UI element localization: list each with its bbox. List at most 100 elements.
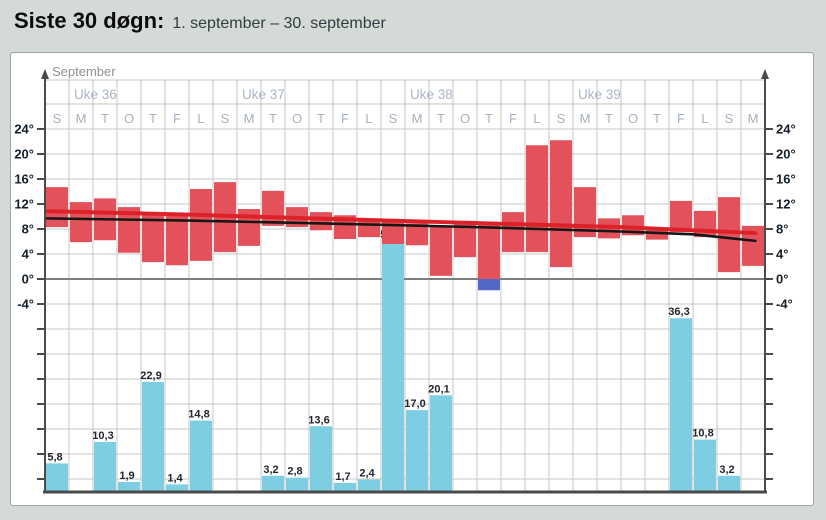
temp-range-bar — [142, 215, 164, 263]
temp-range-bar — [70, 202, 92, 243]
precip-value-label: 22,9 — [140, 370, 161, 382]
right-axis-arrow-icon — [761, 69, 769, 79]
precip-bar — [334, 482, 356, 491]
precip-value-label: 20,1 — [428, 383, 449, 395]
day-letter: L — [533, 111, 540, 126]
precip-bar — [718, 475, 740, 491]
precip-value-label: 2,4 — [359, 468, 375, 480]
precip-bar — [190, 420, 212, 491]
temp-range-bar — [742, 225, 764, 266]
precip-bar — [142, 381, 164, 491]
day-letter: T — [101, 111, 109, 126]
precip-bar — [94, 441, 116, 491]
day-letter: M — [580, 111, 591, 126]
y-axis-label-right: -4° — [776, 297, 793, 312]
red-trend-line — [44, 209, 758, 236]
precip-value-label: 10,8 — [692, 428, 713, 440]
precip-bar — [694, 439, 716, 491]
black-trend-line — [44, 217, 757, 243]
y-axis-label-right: 4° — [776, 247, 788, 262]
precip-bar — [118, 481, 140, 491]
day-letter: M — [76, 111, 87, 126]
day-letter: T — [437, 111, 445, 126]
day-letter: S — [725, 111, 734, 126]
temp-range-bar — [694, 210, 716, 238]
y-axis-label-left: -4° — [17, 297, 34, 312]
precip-value-label: 3,2 — [719, 464, 734, 476]
day-letter: F — [677, 111, 685, 126]
day-letter: T — [269, 111, 277, 126]
day-letter: L — [701, 111, 708, 126]
y-axis-label-right: 20° — [776, 147, 796, 162]
day-letter: T — [317, 111, 325, 126]
day-letter: F — [341, 111, 349, 126]
temp-range-bar — [718, 197, 740, 273]
day-letter: O — [124, 111, 134, 126]
temp-range-bar — [502, 212, 524, 253]
left-axis-arrow-icon — [41, 69, 49, 79]
day-letter: S — [389, 111, 398, 126]
day-letter: S — [557, 111, 566, 126]
y-axis-label-right: 0° — [776, 272, 788, 287]
precip-bar — [670, 318, 692, 491]
precip-bar — [166, 484, 188, 491]
day-letter: T — [605, 111, 613, 126]
week-label: Uke 38 — [410, 87, 453, 102]
day-letter: L — [197, 111, 204, 126]
temp-range-bar — [430, 225, 452, 276]
precip-bar — [310, 426, 332, 491]
precip-value-label: 14,8 — [188, 409, 209, 421]
below-zero-bar — [478, 279, 500, 291]
y-axis-label-right: 12° — [776, 197, 796, 212]
day-letter: F — [509, 111, 517, 126]
day-letter: S — [221, 111, 230, 126]
precip-value-label: 3,2 — [263, 464, 278, 476]
day-letter: O — [292, 111, 302, 126]
precip-bar — [46, 463, 68, 491]
day-letter: M — [748, 111, 759, 126]
y-axis-label-left: 12° — [14, 197, 34, 212]
date-range: 1. september – 30. september — [172, 15, 386, 32]
week-label: Uke 36 — [74, 87, 117, 102]
precip-bar — [358, 479, 380, 491]
y-axis-label-left: 4° — [22, 247, 34, 262]
precip-value-label: 1,9 — [119, 470, 134, 482]
week-label: Uke 37 — [242, 87, 285, 102]
y-axis-label-left: 16° — [14, 172, 34, 187]
temp-range-bar — [382, 222, 404, 244]
precip-bar — [430, 395, 452, 491]
y-axis-label-right: 8° — [776, 222, 788, 237]
month-label: September — [52, 64, 116, 79]
day-letter: M — [412, 111, 423, 126]
temp-range-bar — [454, 220, 476, 258]
temp-range-bar — [166, 215, 188, 266]
day-letter: O — [460, 111, 470, 126]
day-letter: M — [244, 111, 255, 126]
day-letter: S — [53, 111, 62, 126]
day-letter: O — [628, 111, 638, 126]
day-letter: T — [653, 111, 661, 126]
chart-header: Siste 30 døgn: 1. september – 30. septem… — [14, 8, 386, 34]
temp-range-bar — [406, 223, 428, 246]
precip-value-label: 36,3 — [668, 306, 689, 318]
temp-range-bar — [310, 212, 332, 231]
precip-bar — [382, 241, 404, 491]
y-axis-label-left: 0° — [22, 272, 34, 287]
temp-range-bar — [526, 145, 548, 253]
precip-value-label: 1,4 — [167, 472, 183, 484]
precip-bar — [262, 475, 284, 491]
y-axis-label-right: 16° — [776, 172, 796, 187]
precip-value-label: 5,8 — [47, 451, 62, 463]
temp-range-bar — [478, 224, 500, 279]
precip-bar — [286, 477, 308, 491]
temp-range-bar — [46, 187, 68, 228]
y-axis-label-left: 20° — [14, 147, 34, 162]
temp-range-bar — [262, 190, 284, 226]
temp-range-bar — [646, 229, 668, 240]
y-axis-label-left: 8° — [22, 222, 34, 237]
precip-value-label: 13,6 — [308, 414, 329, 426]
temp-range-bar — [190, 189, 212, 261]
precip-value-label: 2,8 — [287, 466, 302, 478]
